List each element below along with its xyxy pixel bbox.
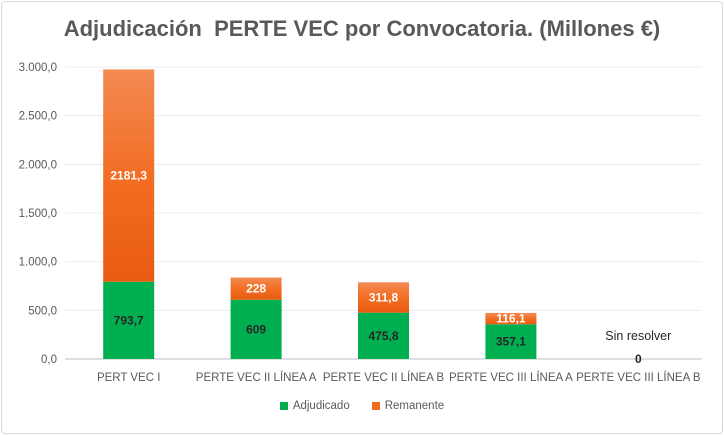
x-category-label: PERTE VEC III LÍNEA B: [576, 371, 701, 384]
data-label-adjudicado: 609: [246, 322, 266, 336]
y-tick-label: 0,0: [41, 354, 57, 366]
data-label-adjudicado: 793,7: [114, 313, 144, 327]
bar-adjudicado: [103, 281, 155, 359]
data-label-adjudicado: 475,8: [368, 329, 398, 343]
chart-legend: Adjudicado Remanente: [2, 400, 722, 412]
bar-adjudicado: [485, 324, 537, 359]
bar-remanente: [485, 312, 537, 325]
y-tick-label: 2.500,0: [19, 111, 57, 123]
y-tick-label: 500,0: [28, 305, 57, 317]
legend-label-adjudicado: Adjudicado: [292, 400, 350, 412]
bar-remanente: [103, 69, 155, 282]
x-category-label: PERTE VEC II LÍNEA B: [323, 371, 445, 384]
data-label-adjudicado: 0: [635, 352, 642, 366]
bar-remanente: [230, 277, 282, 300]
data-label-remanente: 228: [246, 282, 266, 296]
x-category-label: PERTE VEC II LÍNEA A: [196, 371, 317, 384]
legend-item-remanente: Remanente: [371, 400, 445, 412]
legend-swatch-remanente: [371, 402, 380, 410]
bar-remanente: [358, 282, 409, 313]
y-tick-label: 2.000,0: [19, 159, 57, 171]
y-tick-label: 1.500,0: [19, 208, 57, 220]
bar-adjudicado: [358, 312, 409, 359]
y-tick-label: 1.000,0: [19, 257, 57, 269]
data-label-adjudicado: 357,1: [496, 335, 526, 349]
data-label-remanente: 116,1: [496, 312, 526, 326]
chart-title: Adjudicación PERTE VEC por Convocatoria.…: [63, 16, 661, 41]
y-tick-label: 3.000,0: [19, 62, 57, 74]
annotation-sin-resolver: Sin resolver: [605, 329, 671, 343]
legend-label-remanente: Remanente: [384, 400, 445, 412]
x-category-label: PERTE VEC III LÍNEA A: [449, 371, 573, 384]
legend-item-adjudicado: Adjudicado: [279, 400, 350, 412]
x-category-label: PERT VEC I: [97, 372, 161, 384]
legend-swatch-adjudicado: [279, 402, 288, 410]
data-label-remanente: 2181,3: [110, 169, 147, 183]
data-label-remanente: 311,8: [369, 291, 399, 305]
bar-adjudicado: [230, 299, 282, 359]
